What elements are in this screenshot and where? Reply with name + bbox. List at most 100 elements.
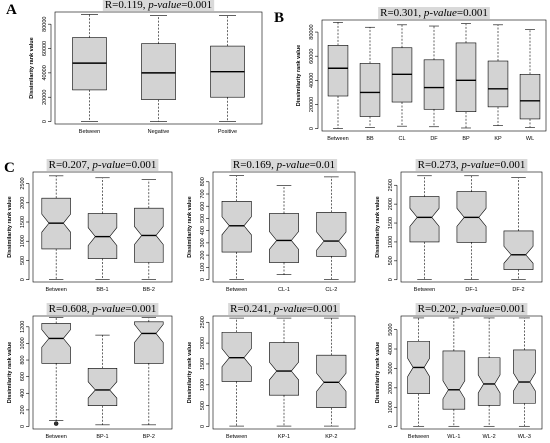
box — [221, 331, 252, 382]
y-tick-label: 600 — [20, 372, 26, 381]
stat-annotation: R=0.202, p-value=0.001 — [418, 303, 526, 315]
y-tick-label: 200 — [20, 405, 26, 414]
y-tick-label: 600 — [200, 202, 206, 211]
x-tick-label: BP-1 — [96, 434, 108, 440]
x-tick-label: CL-1 — [278, 287, 290, 293]
x-tick-label: BB-1 — [96, 287, 108, 293]
y-tick-label: 2000 — [200, 337, 206, 349]
y-tick-label: 1200 — [20, 321, 26, 333]
plot-frame — [400, 171, 543, 283]
x-tick-label: WL-3 — [518, 434, 531, 440]
stat-annotation: R=0.241, p-value=0.001 — [230, 303, 338, 315]
plot-frame — [32, 171, 173, 283]
y-tick-label: 1000 — [20, 235, 26, 247]
y-tick-label: 2000 — [388, 198, 394, 210]
y-tick-label: 0 — [42, 120, 48, 123]
box — [327, 45, 349, 97]
box — [134, 321, 164, 364]
y-tick-label: 0 — [20, 425, 26, 428]
x-tick-label: Negative — [148, 129, 170, 135]
y-tick-label: 1000 — [388, 401, 394, 413]
x-tick-label: Between — [45, 287, 66, 293]
y-tick-label: 80000 — [309, 24, 315, 39]
stat-annotation-background — [415, 303, 528, 315]
y-tick-label: 1500 — [20, 216, 26, 228]
stat-annotation: R=0.301, p-value=0.001 — [380, 7, 488, 19]
panel-c-kp: R=0.241, p-value=0.001 0 500 1000 1500 2000 25… — [187, 303, 356, 440]
stat-annotation: R=0.273, p-value=0.001 — [418, 159, 526, 171]
y-axis-title: Dissimilarity rank value — [187, 196, 193, 257]
plot-frame — [212, 315, 356, 430]
box — [455, 42, 477, 112]
y-tick-label: 20000 — [309, 97, 315, 112]
panel-letter: B — [274, 10, 284, 26]
box — [269, 213, 299, 263]
panel-c-cl: R=0.169, p-value=0.01 0 100 200 300 400 500 600… — [187, 159, 356, 293]
y-tick-label: 2500 — [200, 316, 206, 328]
x-tick-label: BB-2 — [143, 287, 155, 293]
y-axis-title: Dissimilarity rank value — [187, 342, 193, 403]
box — [41, 323, 71, 364]
y-tick-label: 0 — [20, 278, 26, 281]
x-tick-label: CL — [398, 136, 405, 142]
plot-frame — [54, 11, 263, 125]
y-tick-label: 0 — [200, 425, 206, 428]
box — [87, 368, 118, 407]
y-tick-label: 700 — [200, 189, 206, 198]
x-tick-label: DF-2 — [512, 287, 524, 293]
stat-annotation: R=0.119, p-value=0.001 — [105, 0, 212, 11]
x-tick-label: WL-2 — [483, 434, 496, 440]
y-axis-title: Dissimilarity rank value — [7, 342, 13, 403]
x-tick-label: Between — [327, 136, 348, 142]
box — [519, 73, 541, 120]
x-tick-label: KP-1 — [278, 434, 290, 440]
y-tick-label: 40000 — [42, 65, 48, 80]
y-tick-label: 800 — [20, 355, 26, 364]
y-tick-label: 2000 — [20, 197, 26, 209]
box — [423, 59, 445, 110]
panel-c-df: R=0.273, p-value=0.001 0 500 1000 1500 2000 25… — [375, 159, 543, 293]
y-tick-label: 400 — [200, 226, 206, 235]
panel-letter: C — [4, 160, 15, 176]
stat-annotation-background — [102, 0, 215, 11]
stat-annotation-background — [46, 159, 159, 171]
y-tick-label: 0 — [200, 278, 206, 281]
panel-a: A R=0.119, p-value=0.001 0 20000 40000 60000 8… — [6, 0, 263, 135]
plot-frame — [321, 19, 547, 132]
y-tick-label: 1500 — [388, 217, 394, 229]
x-tick-label: Between — [414, 287, 435, 293]
y-tick-label: 500 — [200, 214, 206, 223]
y-tick-label: 4000 — [388, 343, 394, 355]
stat-annotation: R=0.608, p-value=0.001 — [49, 303, 157, 315]
y-tick-label: 5000 — [388, 323, 394, 335]
y-tick-label: 500 — [200, 401, 206, 410]
y-tick-label: 3000 — [388, 362, 394, 374]
y-tick-label: 500 — [388, 256, 394, 265]
box — [269, 342, 299, 396]
y-tick-label: 100 — [200, 263, 206, 272]
plot-frame — [400, 315, 543, 430]
box — [316, 212, 347, 257]
x-tick-label: BP — [462, 136, 470, 142]
box — [477, 357, 501, 406]
y-axis-title: Dissimilarity rank value — [296, 45, 302, 106]
y-tick-label: 2000 — [388, 382, 394, 394]
x-tick-label: Between — [226, 434, 247, 440]
outlier-point — [53, 421, 59, 426]
box — [316, 354, 347, 409]
y-axis-title: Dissimilarity rank value — [7, 196, 13, 257]
box — [221, 201, 252, 253]
y-tick-label: 40000 — [309, 73, 315, 88]
stat-annotation-background — [46, 303, 159, 315]
y-tick-label: 80000 — [42, 17, 48, 32]
x-tick-label: Between — [226, 287, 247, 293]
box — [503, 230, 534, 270]
y-tick-label: 2500 — [388, 179, 394, 191]
y-tick-label: 400 — [20, 389, 26, 398]
x-tick-label: BB — [366, 136, 374, 142]
y-tick-label: 0 — [309, 127, 315, 130]
x-tick-label: Between — [79, 129, 100, 135]
y-tick-label: 1000 — [200, 379, 206, 391]
y-tick-label: 300 — [200, 238, 206, 247]
